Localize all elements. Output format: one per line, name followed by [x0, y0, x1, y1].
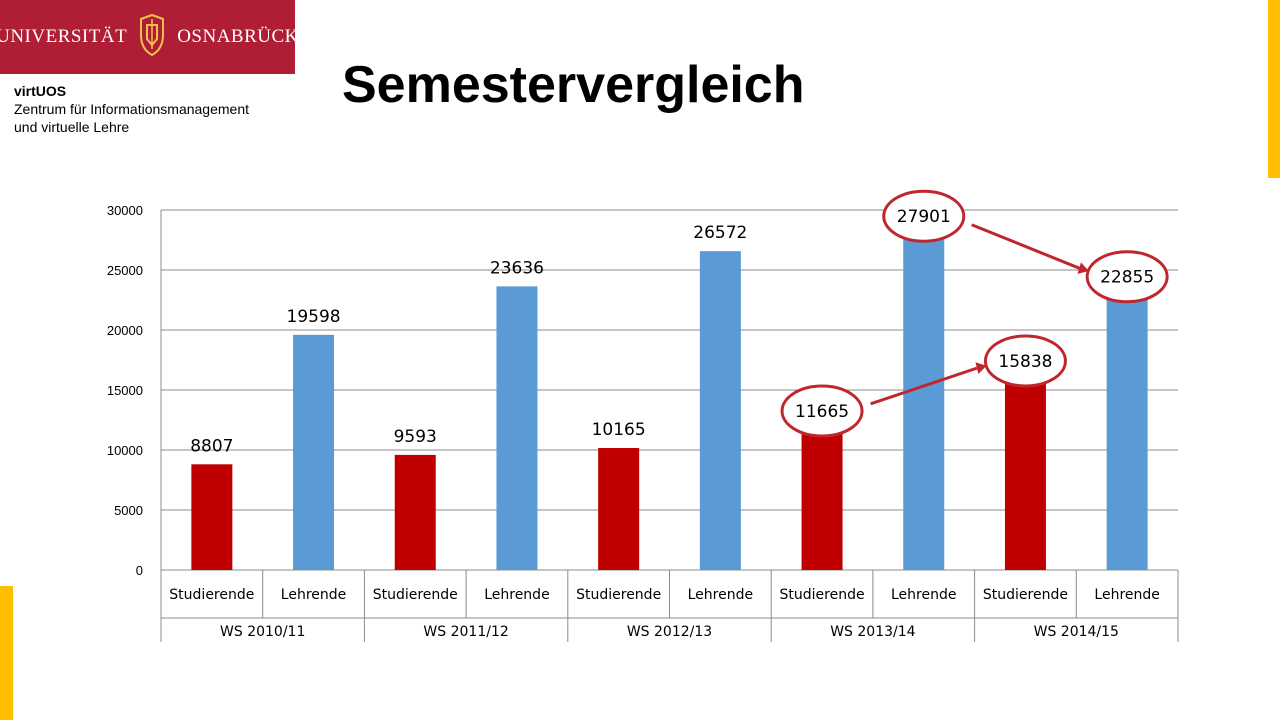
x-category-label: Lehrende	[688, 587, 753, 603]
x-category-label: Studierende	[576, 587, 661, 603]
accent-bar-left	[0, 586, 13, 720]
data-label: 19598	[287, 307, 341, 327]
org-line-2: und virtuelle Lehre	[14, 119, 130, 135]
bar-lehrende	[903, 235, 945, 571]
bar-lehrende	[1106, 295, 1148, 570]
x-category-label: Lehrende	[281, 587, 346, 603]
y-tick-label: 25000	[107, 263, 143, 278]
data-label: 8807	[190, 436, 233, 456]
highlight-circle	[983, 334, 1067, 388]
x-category-label: Studierende	[169, 587, 254, 603]
bar-lehrende	[293, 334, 335, 570]
highlight-circle	[882, 189, 966, 243]
x-category-label: Lehrende	[484, 587, 549, 603]
y-tick-label: 5000	[114, 503, 143, 518]
arrow-head	[1077, 262, 1089, 274]
bar-studierende	[801, 430, 843, 570]
highlight-arrow	[971, 223, 1080, 270]
highlight-circle	[780, 384, 864, 438]
highlight-circle	[1085, 250, 1169, 304]
y-tick-label: 10000	[107, 443, 143, 458]
data-label: 23636	[490, 258, 544, 278]
x-group-label: WS 2014/15	[1034, 624, 1119, 640]
x-group-label: WS 2010/11	[220, 624, 305, 640]
x-group-label: WS 2012/13	[627, 624, 712, 640]
x-group-label: WS 2011/12	[423, 624, 508, 640]
slide-title: Semestervergleich	[342, 56, 805, 114]
highlight-arrow	[870, 366, 978, 406]
bar-lehrende	[699, 251, 741, 571]
x-category-label: Lehrende	[891, 587, 956, 603]
y-tick-label: 20000	[107, 323, 143, 338]
data-label: 22855	[1100, 268, 1154, 288]
org-line-1: Zentrum für Informationsmanagement	[14, 101, 249, 117]
data-label: 10165	[592, 420, 646, 440]
y-tick-label: 0	[136, 563, 143, 578]
x-category-label: Studierende	[780, 587, 865, 603]
data-label: 26572	[693, 223, 747, 243]
university-logo: UNIVERSITÄT OSNABRÜCK	[0, 0, 298, 74]
arrow-head	[975, 362, 987, 374]
logo-text-left: UNIVERSITÄT	[0, 26, 128, 47]
data-label: 27901	[897, 207, 951, 227]
data-label: 9593	[394, 427, 437, 447]
org-name: virtUOS	[14, 83, 67, 99]
bar-studierende	[1004, 379, 1046, 570]
bar-lehrende	[496, 286, 538, 570]
university-emblem-icon	[135, 13, 169, 62]
bar-studierende	[191, 464, 233, 570]
bar-studierende	[598, 448, 640, 570]
x-category-label: Studierende	[373, 587, 458, 603]
y-tick-label: 30000	[107, 203, 143, 218]
bar-studierende	[394, 454, 436, 570]
x-category-label: Lehrende	[1094, 587, 1159, 603]
data-label: 11665	[795, 402, 849, 422]
logo-text-right: OSNABRÜCK	[177, 26, 299, 47]
y-tick-label: 15000	[107, 383, 143, 398]
x-category-label: Studierende	[983, 587, 1068, 603]
organization-info: virtUOS Zentrum für Informationsmanageme…	[14, 82, 249, 136]
data-label: 15838	[998, 352, 1052, 372]
accent-bar-right	[1268, 0, 1280, 178]
x-group-label: WS 2013/14	[830, 624, 915, 640]
